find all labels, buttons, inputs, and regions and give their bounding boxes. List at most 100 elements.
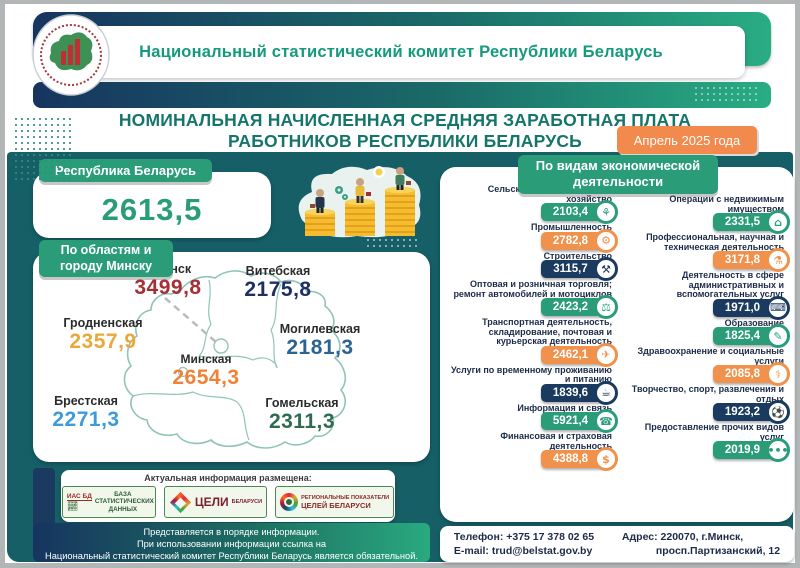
activities-card: Сельское, лесное и рыбное хозяйство 2103… xyxy=(440,167,794,522)
activities-right-column: Операции с недвижимым имуществом 2331,5 … xyxy=(622,181,790,470)
activity-value-badge: 1923,2 ⚽ xyxy=(713,400,790,425)
activity-item: Услуги по временному проживанию и питани… xyxy=(450,364,618,405)
region-value: 2271,3 xyxy=(52,408,120,431)
activity-value: 2331,5 xyxy=(713,213,779,232)
activity-value-badge: 4388,8 $ xyxy=(541,447,618,472)
activity-value-badge: 2423,2 ⚖ xyxy=(541,295,618,320)
activity-item: Информация и связь 5921,4 ☎ xyxy=(517,403,618,434)
activity-value: 1825,4 xyxy=(713,327,779,346)
sdg-regional-line2: ЦЕЛЕЙ БЕЛАРУСИ xyxy=(301,500,371,510)
region-item: Могилевская 2181,3 xyxy=(255,322,385,360)
activity-item: Операции с недвижимым имуществом 2331,5 … xyxy=(622,194,790,235)
activity-value: 5921,4 xyxy=(541,412,607,431)
activity-value: 1839,6 xyxy=(541,383,607,402)
activity-value-badge: 2331,5 ⌂ xyxy=(713,210,790,235)
region-item: Гомельская 2311,3 xyxy=(237,396,367,434)
activity-label: Образование xyxy=(724,317,784,328)
statdata-badge: ИАС БД 📈︎ БАЗА СТАТИСТИЧЕСКИХ ДАННЫХ xyxy=(61,486,156,518)
microscope-icon: ⚗ xyxy=(766,248,790,273)
activities-left-column: Сельское, лесное и рыбное хозяйство 2103… xyxy=(450,181,618,472)
country-card: 2613,5 xyxy=(33,172,271,238)
region-value: 2311,3 xyxy=(268,410,336,433)
regions-label-line1: По областям и xyxy=(60,243,152,257)
activity-value-badge: 1839,6 ☕ xyxy=(541,380,618,405)
region-name: Гомельская xyxy=(265,396,339,410)
activity-item: Транспортная деятельность, складирование… xyxy=(450,317,618,367)
truck-icon: ✈ xyxy=(594,342,618,367)
activity-label: Профессиональная, научная и техническая … xyxy=(646,232,784,252)
activity-value: 2019,9 xyxy=(713,441,779,460)
crane-icon: ⚒ xyxy=(594,257,618,282)
activity-item: Образование 1825,4 ✎ xyxy=(713,317,790,349)
activity-value: 1971,0 xyxy=(713,298,779,317)
sport-icon: ⚽ xyxy=(766,400,790,425)
infographic-canvas: Национальный статистический комитет Респ… xyxy=(5,4,795,563)
activity-value-badge: 2782,8 ⚙ xyxy=(541,228,618,253)
activity-icon-glyph: ⚕ xyxy=(775,367,781,381)
dots-decoration xyxy=(13,116,71,184)
activity-value: 4388,8 xyxy=(541,450,607,469)
dots-icon: ••• xyxy=(766,438,790,463)
dots-decoration xyxy=(693,85,761,105)
region-value: 2175,8 xyxy=(244,278,312,301)
coins-people-illustration xyxy=(298,166,421,238)
activity-value-badge: 1825,4 ✎ xyxy=(713,324,790,349)
period-badge: Апрель 2025 года xyxy=(617,126,757,154)
activity-label: Услуги по временному проживанию и питани… xyxy=(450,364,612,385)
activity-value: 1923,2 xyxy=(713,403,779,422)
activities-label: По видам экономической деятельности xyxy=(518,155,718,194)
activity-value: 2085,8 xyxy=(713,365,779,384)
disclaimer-line2: При использовании информации ссылка на xyxy=(136,539,327,550)
activity-value-badge: 2085,8 ⚕ xyxy=(713,362,790,387)
activity-label: Промышленность xyxy=(531,222,612,233)
contact-phone: Телефон: +375 17 378 02 65 xyxy=(453,530,595,543)
activity-value: 2782,8 xyxy=(541,231,607,250)
activity-value-badge: 2103,4 ⚘ xyxy=(541,200,618,225)
activity-label: Оптовая и розничная торговля; ремонт авт… xyxy=(453,279,612,299)
activity-value: 2103,4 xyxy=(541,203,607,222)
activity-value: 3171,8 xyxy=(713,251,779,270)
building-icon: ⌂ xyxy=(766,210,790,235)
activity-label: Транспортная деятельность, складирование… xyxy=(482,317,612,347)
activity-value: 3115,7 xyxy=(541,260,607,279)
activity-label: Строительство xyxy=(543,250,612,261)
regions-label: По областям и городу Минску xyxy=(39,240,173,278)
sdg-regional-line1: РЕГИОНАЛЬНЫЕ ПОКАЗАТЕЛИ xyxy=(301,494,390,501)
pills-icon: ⚕ xyxy=(766,362,790,387)
region-item: Минская 2654,3 xyxy=(141,352,271,390)
activity-value-badge: 3115,7 ⚒ xyxy=(541,257,618,282)
region-name: Минская xyxy=(180,352,232,366)
activity-item: Строительство 3115,7 ⚒ xyxy=(541,250,618,282)
sdg-diamond-icon xyxy=(169,491,191,513)
dots-decoration xyxy=(365,237,421,251)
activity-value-badge: 2019,9 ••• xyxy=(713,438,790,463)
sdg-wheel-icon xyxy=(280,493,299,511)
activity-label: Финансовая и страховая деятельность xyxy=(500,431,612,451)
activity-icon-glyph: ⌂ xyxy=(774,215,782,229)
factory-icon: ⚙ xyxy=(594,228,618,253)
activity-icon-glyph: ☕ xyxy=(601,386,611,400)
activity-label: Предоставление прочих видов услуг xyxy=(644,422,784,442)
activity-item: Промышленность 2782,8 ⚙ xyxy=(531,222,618,253)
activity-value: 2462,1 xyxy=(541,345,607,364)
region-name: Гродненская xyxy=(63,316,143,330)
regions-map-card: г.Минск 3499,8 Витебская 2175,8 Гродненс… xyxy=(33,252,430,462)
activity-label: Здравоохранение и социальные услуги xyxy=(637,346,784,366)
country-value: 2613,5 xyxy=(101,192,203,227)
activity-icon-glyph: ⚘ xyxy=(601,205,611,219)
activity-label: Операции с недвижимым имуществом xyxy=(669,194,784,214)
activity-label: Творчество, спорт, развлечения и отдых xyxy=(631,384,784,404)
activity-icon-glyph: ⚒ xyxy=(601,262,611,276)
activity-label: Деятельность в сфере административных и … xyxy=(676,270,784,300)
activity-value: 2423,2 xyxy=(541,298,607,317)
activity-value-badge: 5921,4 ☎ xyxy=(541,409,618,434)
contact-address-block: Адрес: 220070, г.Минск, просп.Партизанск… xyxy=(622,530,780,558)
region-value: 2654,3 xyxy=(172,366,240,389)
contact-email: E-mail: trud@belstat.gov.by xyxy=(453,545,593,557)
disclaimer: Представляется в порядке информации. При… xyxy=(33,523,430,562)
activity-item: Оптовая и розничная торговля; ремонт авт… xyxy=(450,279,618,320)
statdata-tag: ИАС БД xyxy=(66,492,92,501)
activity-item: Деятельность в сфере административных и … xyxy=(622,270,790,320)
activity-value-badge: 3171,8 ⚗ xyxy=(713,248,790,273)
cart-icon: ⚖ xyxy=(594,295,618,320)
